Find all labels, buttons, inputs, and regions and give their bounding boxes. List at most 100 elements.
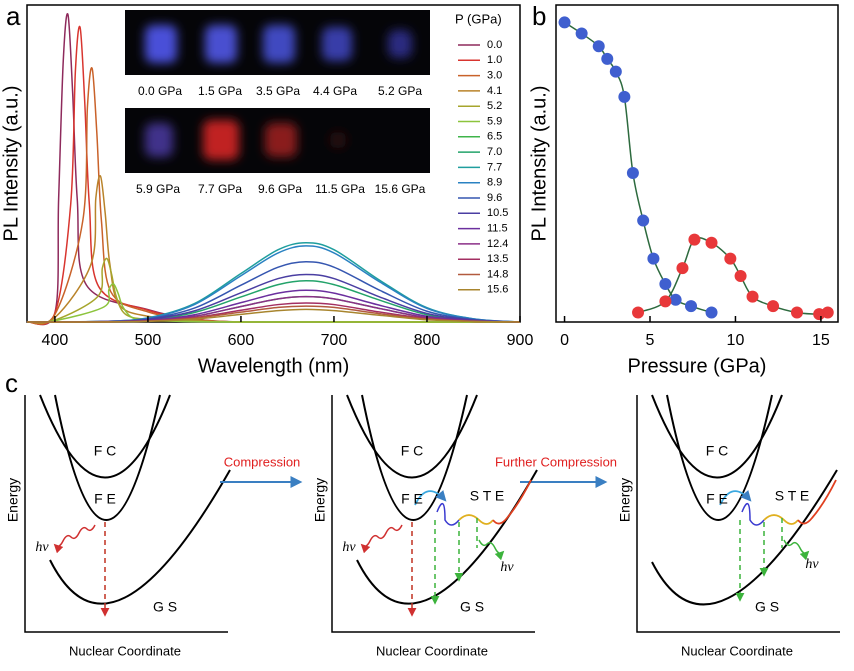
diagram-panel: F C F E G S S T E hν hν Energy Nuclear C… <box>312 394 538 658</box>
legend-label: 5.9 <box>487 115 502 127</box>
x-tick-label: 500 <box>135 332 162 349</box>
axis-label: Energy <box>312 478 328 522</box>
data-point <box>767 300 780 313</box>
legend-label: 7.7 <box>487 161 502 173</box>
plot-frame <box>555 4 839 323</box>
legend-title: P (GPa) <box>455 11 502 26</box>
axis-label: Nuclear Coordinate <box>69 643 181 658</box>
legend-label: 9.6 <box>487 192 502 204</box>
panel-label: c <box>5 368 18 398</box>
inset-photos <box>125 10 430 173</box>
state-label: F E <box>401 491 423 507</box>
state-label: S T E <box>470 488 505 504</box>
data-point <box>705 306 718 319</box>
data-point <box>601 52 614 65</box>
emission-label: hν <box>805 557 819 572</box>
x-axis-label: Wavelength (nm) <box>198 355 350 377</box>
inset-label: 9.6 GPa <box>258 182 302 196</box>
x-tick-label: 900 <box>507 332 534 349</box>
x-axis-label: Pressure (GPa) <box>628 355 767 377</box>
data-point <box>659 295 672 308</box>
charts: 0.0 1.0 3.0 4.1 5.2 5.9 6.5 7.0 7.7 8.9 9.6 10.5 11.… <box>0 1 839 377</box>
legend-label: 7.0 <box>487 146 502 158</box>
legend-label: 3.0 <box>487 70 502 82</box>
x-tick-label: 5 <box>646 332 655 349</box>
data-point <box>688 233 701 246</box>
diagram: c F C F E G S hν Energy Nuclear Coordina… <box>5 368 841 658</box>
data-point <box>746 290 759 303</box>
legend-label: 5.2 <box>487 100 502 112</box>
data-point <box>632 306 645 319</box>
inset-label: 3.5 GPa <box>256 84 300 98</box>
data-point <box>626 167 639 180</box>
x-tick-label: 700 <box>321 332 348 349</box>
inset-label: 0.0 GPa <box>138 84 182 98</box>
data-point <box>575 27 588 40</box>
legend-label: 0.0 <box>487 39 502 51</box>
inset-label: 4.4 GPa <box>313 84 357 98</box>
inset-label: 5.2 GPa <box>378 84 422 98</box>
state-label: S T E <box>775 488 810 504</box>
axis-label: Nuclear Coordinate <box>376 643 488 658</box>
data-point <box>669 293 682 306</box>
diagram-panel: F C F E G S hν Energy Nuclear Coordinate <box>5 394 231 658</box>
axis-label: Energy <box>617 478 633 522</box>
data-point <box>724 252 737 265</box>
legend-label: 14.8 <box>487 268 508 280</box>
legend-label: 1.0 <box>487 54 502 66</box>
axis-label: Nuclear Coordinate <box>681 643 793 658</box>
y-axis-label: PL Intensity (a.u.) <box>528 86 550 242</box>
data-point <box>659 277 672 290</box>
state-label: F C <box>401 443 424 459</box>
data-point <box>618 90 631 103</box>
data-point <box>821 306 834 319</box>
inset-label: 5.9 GPa <box>136 182 180 196</box>
x-tick-label: 800 <box>414 332 441 349</box>
y-axis-label: PL Intensity (a.u.) <box>0 86 22 242</box>
legend-label: 4.1 <box>487 85 502 97</box>
state-label: F C <box>94 443 117 459</box>
data-point <box>685 300 698 313</box>
state-label: G S <box>153 599 177 615</box>
panel-label: a <box>6 1 21 31</box>
legend-label: 15.6 <box>487 284 508 296</box>
data-point <box>790 306 803 319</box>
x-tick-label: 0 <box>560 332 569 349</box>
x-tick-label: 15 <box>812 332 830 349</box>
diagram-panel: F C F E G S S T E hν Energy Nuclear Coor… <box>617 394 841 658</box>
data-point <box>637 214 650 227</box>
series-line <box>26 308 521 323</box>
emission-label: hν <box>342 540 356 555</box>
legend-label: 8.9 <box>487 177 502 189</box>
emission-label: hν <box>500 560 514 575</box>
data-point <box>609 65 622 78</box>
legend-label: 11.5 <box>487 223 508 235</box>
data-point <box>676 262 689 275</box>
step-label: Further Compression <box>495 454 617 469</box>
inset-label: 1.5 GPa <box>198 84 242 98</box>
state-label: F E <box>94 491 116 507</box>
legend-label: 10.5 <box>487 207 508 219</box>
data-point <box>734 270 747 283</box>
emission-label: hν <box>35 540 49 555</box>
state-label: G S <box>460 599 484 615</box>
series-line <box>564 21 712 314</box>
x-tick-label: 400 <box>42 332 69 349</box>
state-label: F C <box>706 443 729 459</box>
data-point <box>592 40 605 53</box>
series-line <box>26 283 520 323</box>
legend-label: 12.4 <box>487 238 508 250</box>
data-point <box>558 16 571 29</box>
series-line <box>26 175 520 324</box>
legend-label: 6.5 <box>487 131 502 143</box>
x-tick-label: 10 <box>727 332 745 349</box>
axis-label: Energy <box>5 478 21 522</box>
inset-label: 7.7 GPa <box>198 182 242 196</box>
panel-label: b <box>532 1 546 31</box>
state-label: F E <box>706 491 728 507</box>
data-point <box>647 252 660 265</box>
inset-label: 11.5 GPa <box>315 182 365 196</box>
step-label: Compression <box>224 454 301 469</box>
state-label: G S <box>755 599 779 615</box>
